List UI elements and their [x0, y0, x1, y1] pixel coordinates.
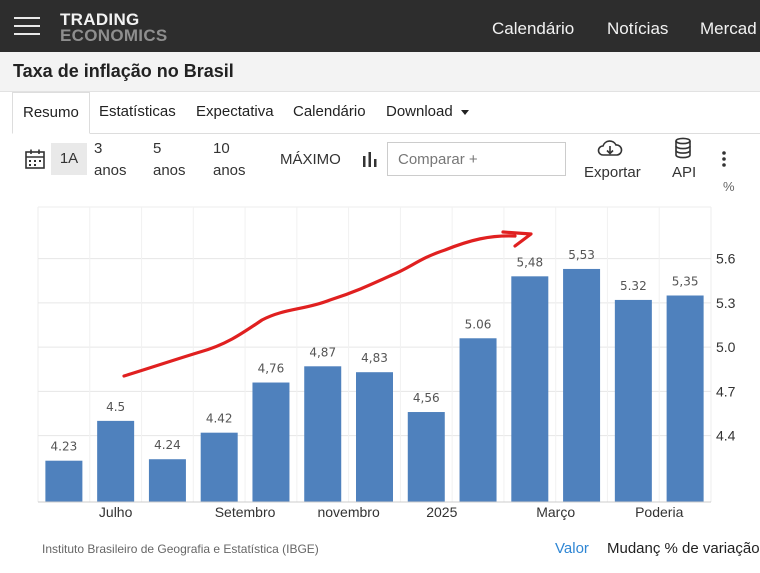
bar — [97, 420, 135, 502]
range-10-unit: anos — [213, 162, 246, 179]
bar — [252, 382, 290, 502]
hand-drawn-trend-arrow — [122, 234, 517, 378]
data-label-layer: 4.23 4.5 4.24 4.42 4,76 4,87 4,83 4,56 5.06 5,48 5… — [51, 248, 699, 454]
x-tick-label: Julho — [99, 504, 133, 520]
export-button[interactable]: Exportar — [584, 164, 641, 181]
x-tick-label: Março — [536, 504, 575, 520]
nav-noticias[interactable]: Notícias — [607, 19, 669, 38]
tab-calendario[interactable]: Calendário — [293, 103, 366, 120]
bar — [45, 460, 83, 502]
logo-line-1: TRADING — [60, 10, 140, 29]
range-5-unit: anos — [153, 162, 186, 179]
tab-download-label: Download — [386, 103, 453, 120]
data-label: 4.5 — [106, 400, 125, 414]
data-label: 5.32 — [620, 279, 647, 293]
range-10-years-button[interactable]: 10 anos — [213, 138, 246, 182]
bar — [356, 372, 393, 502]
y-tick-label: 4.4 — [716, 428, 736, 444]
tab-expectativa[interactable]: Expectativa — [196, 103, 274, 120]
range-5-years-button[interactable]: 5 anos — [153, 138, 186, 182]
range-1-year-button[interactable]: 1A — [51, 143, 87, 175]
data-label: 5.06 — [465, 317, 492, 331]
axis-layer: 5.6 5.3 5.0 4.7 4.4 Julho Setembro novembro 2025… — [38, 251, 736, 520]
bar — [459, 338, 497, 502]
range-5-number: 5 — [153, 140, 162, 157]
range-3-number: 3 — [94, 140, 103, 157]
percent-change-toggle[interactable]: Mudanç % de variação — [607, 540, 760, 557]
y-tick-label: 4.7 — [716, 383, 736, 399]
data-label: 5,48 — [516, 255, 543, 269]
calendar-icon[interactable] — [24, 148, 46, 170]
chevron-down-icon — [460, 109, 469, 115]
data-label: 4,76 — [258, 362, 285, 376]
x-tick-label: Poderia — [635, 504, 683, 520]
y-tick-label: 5.6 — [716, 251, 736, 267]
data-label: 5,53 — [568, 248, 595, 262]
compare-input[interactable] — [387, 142, 566, 176]
data-label: 4,87 — [309, 345, 336, 359]
y-tick-label: 5.0 — [716, 339, 736, 355]
trading-economics-logo[interactable]: TRADING ECONOMICS — [60, 10, 168, 45]
y-axis-unit-label: % — [723, 179, 735, 194]
range-3-years-button[interactable]: 3 anos — [94, 138, 127, 182]
bar — [407, 412, 445, 502]
source-text: Instituto Brasileiro de Geografia e Esta… — [42, 542, 319, 556]
bar — [666, 295, 704, 502]
menu-icon[interactable] — [14, 17, 40, 37]
cloud-download-icon[interactable] — [596, 138, 624, 160]
nav-calendario[interactable]: Calendário — [492, 19, 575, 38]
database-icon[interactable] — [674, 137, 692, 159]
data-label: 5,35 — [672, 275, 699, 289]
bar — [511, 276, 549, 502]
tab-resumo[interactable]: Resumo — [12, 92, 90, 134]
bar — [148, 459, 186, 502]
valor-link[interactable]: Valor — [555, 540, 589, 557]
bar — [304, 366, 342, 502]
range-3-unit: anos — [94, 162, 127, 179]
page-title: Taxa de inflação no Brasil — [13, 61, 234, 81]
bar-layer — [45, 268, 704, 502]
data-label: 4.24 — [154, 438, 181, 452]
title-row: Taxa de inflação no Brasil — [0, 52, 760, 92]
y-tick-label: 5.3 — [716, 295, 736, 311]
trend-arrow-head — [501, 230, 533, 248]
range-max-button[interactable]: MÁXIMO — [280, 151, 341, 168]
tab-estatisticas[interactable]: Estatísticas — [99, 103, 176, 120]
range-10-number: 10 — [213, 140, 230, 157]
data-label: 4.23 — [51, 440, 78, 454]
api-button[interactable]: API — [672, 164, 697, 181]
x-tick-label: Setembro — [215, 504, 276, 520]
tab-bar: Resumo Estatísticas Expectativa Calendár… — [12, 92, 760, 134]
tab-download[interactable]: Download — [386, 92, 469, 134]
top-nav-bar: TRADING ECONOMICS Calendário Notícias Me… — [0, 0, 760, 52]
data-label: 4.42 — [206, 412, 233, 426]
bar — [200, 432, 238, 502]
x-tick-label: novembro — [317, 504, 379, 520]
more-options-icon[interactable] — [720, 150, 728, 168]
x-tick-label: 2025 — [426, 504, 457, 520]
bar — [614, 299, 652, 502]
nav-mercados[interactable]: Mercad — [700, 19, 757, 38]
logo-line-2: ECONOMICS — [60, 26, 168, 45]
data-label: 4,83 — [361, 351, 388, 365]
data-label: 4,56 — [413, 391, 440, 405]
bar — [563, 268, 601, 502]
chart-type-icon[interactable] — [361, 150, 379, 168]
